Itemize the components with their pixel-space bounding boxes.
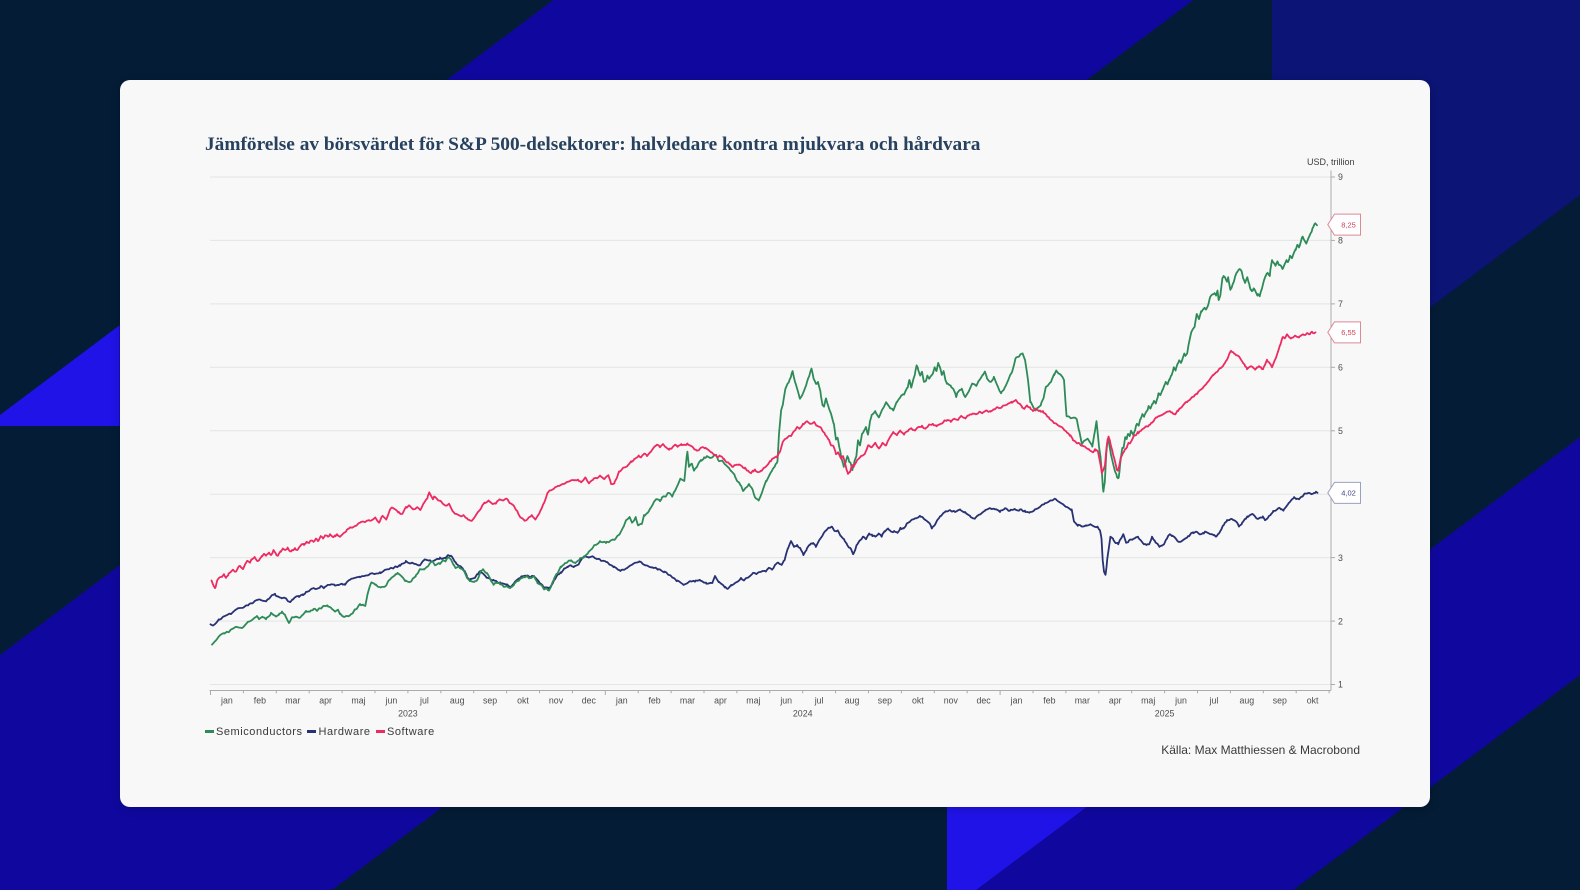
svg-text:jun: jun [385,696,398,706]
svg-text:jun: jun [779,696,792,706]
svg-text:dec: dec [582,696,597,706]
svg-text:jan: jan [220,696,233,706]
svg-text:nov: nov [944,696,959,706]
svg-text:5: 5 [1338,426,1343,436]
svg-text:7: 7 [1338,299,1343,309]
svg-text:jul: jul [814,696,824,706]
svg-text:aug: aug [450,696,465,706]
svg-text:jul: jul [1208,696,1218,706]
svg-text:sep: sep [1273,696,1287,706]
svg-text:8: 8 [1338,236,1343,246]
svg-text:feb: feb [254,696,266,706]
svg-text:mar: mar [680,696,695,706]
svg-text:sep: sep [483,696,497,706]
svg-text:sep: sep [878,696,892,706]
svg-text:9: 9 [1338,172,1343,182]
svg-text:feb: feb [1043,696,1055,706]
svg-text:maj: maj [1141,696,1155,706]
svg-text:6,55: 6,55 [1341,328,1356,337]
svg-text:okt: okt [1307,696,1319,706]
svg-text:apr: apr [319,696,332,706]
svg-text:8,25: 8,25 [1341,220,1356,229]
svg-text:apr: apr [714,696,727,706]
svg-text:jul: jul [419,696,429,706]
svg-text:jan: jan [1010,696,1023,706]
svg-text:2024: 2024 [793,709,813,719]
svg-text:nov: nov [549,696,564,706]
svg-text:feb: feb [648,696,660,706]
svg-text:aug: aug [1239,696,1254,706]
svg-text:okt: okt [912,696,924,706]
svg-text:6: 6 [1338,363,1343,373]
svg-text:3: 3 [1338,553,1343,563]
svg-text:2: 2 [1338,616,1343,626]
svg-text:maj: maj [351,696,365,706]
svg-text:2025: 2025 [1155,709,1175,719]
svg-text:jun: jun [1174,696,1187,706]
svg-text:mar: mar [285,696,300,706]
svg-text:apr: apr [1109,696,1122,706]
svg-text:maj: maj [746,696,760,706]
svg-text:okt: okt [517,696,529,706]
svg-text:4,02: 4,02 [1341,489,1356,498]
svg-text:aug: aug [845,696,860,706]
svg-text:dec: dec [977,696,992,706]
svg-text:mar: mar [1075,696,1090,706]
svg-text:1: 1 [1338,680,1343,690]
svg-text:2023: 2023 [398,709,418,719]
svg-text:jan: jan [615,696,628,706]
